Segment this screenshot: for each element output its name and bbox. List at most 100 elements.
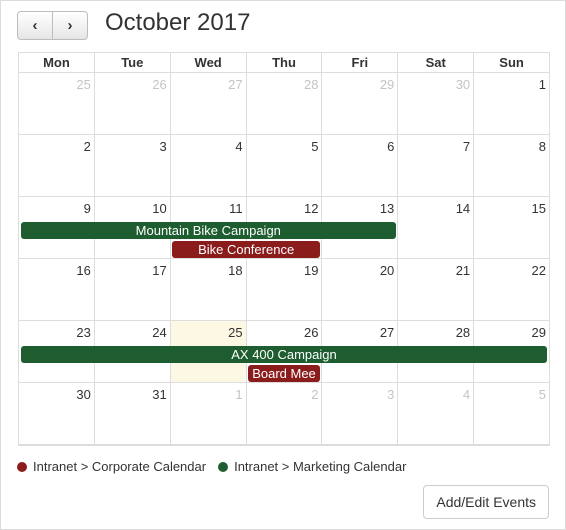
corporate-dot-icon — [17, 461, 27, 472]
day-number: 30 — [76, 387, 91, 402]
day-number: 11 — [229, 201, 243, 216]
day-cell[interactable]: 22 — [473, 259, 549, 320]
day-number: 23 — [76, 325, 91, 340]
day-number: 2 — [83, 139, 91, 154]
weekday-mon: Mon — [43, 55, 70, 70]
week-row: 9 10 11 12 13 14 15 — [19, 197, 549, 259]
day-number: 25 — [76, 77, 91, 92]
day-number: 10 — [152, 201, 167, 216]
day-cell[interactable]: 23 — [19, 321, 94, 382]
day-number: 1 — [538, 77, 547, 92]
day-number: 12 — [303, 201, 319, 216]
day-cell[interactable]: 30 — [397, 73, 473, 134]
day-cell[interactable]: 18 — [169, 259, 246, 320]
day-number: 13 — [379, 201, 395, 216]
legend-label-marketing: Intranet > Marketing Calendar — [234, 459, 407, 474]
month-title: October 2017 — [105, 9, 251, 36]
event-mountain-bike-campaign[interactable]: Mountain Bike Campaign — [21, 222, 396, 239]
next-month-button[interactable]: › — [52, 12, 87, 39]
legend-item-corporate: Intranet > Corporate Calendar — [17, 459, 206, 474]
day-cell[interactable]: 16 — [19, 259, 94, 320]
day-cell[interactable]: 4 — [169, 135, 246, 196]
weekday-sun: Sun — [473, 53, 549, 72]
day-number: 21 — [455, 263, 471, 278]
weekday-tue: Tue — [93, 53, 170, 72]
day-cell[interactable]: 6 — [321, 135, 397, 196]
day-cell[interactable]: 20 — [321, 259, 397, 320]
weekday-sat: Sat — [397, 53, 473, 72]
day-cell[interactable]: 5 — [245, 135, 322, 196]
day-cell[interactable]: 3 — [321, 383, 397, 444]
day-cell[interactable]: 3 — [93, 135, 170, 196]
day-cell[interactable]: 9 — [19, 197, 94, 258]
day-cell[interactable]: 25 — [19, 73, 94, 134]
day-number: 6 — [387, 139, 395, 154]
day-number: 19 — [303, 263, 319, 278]
day-cell[interactable]: 7 — [397, 135, 473, 196]
day-cell[interactable]: 27 — [169, 73, 246, 134]
day-number: 4 — [235, 139, 243, 154]
day-cell[interactable]: 1 — [473, 73, 549, 134]
event-ax-400-campaign[interactable]: AX 400 Campaign — [21, 346, 547, 363]
chevron-left-icon: ‹ — [32, 17, 38, 34]
day-number: 28 — [303, 77, 319, 92]
day-cell[interactable]: 14 — [397, 197, 473, 258]
day-number: 9 — [83, 201, 91, 216]
day-number: 7 — [462, 139, 471, 154]
weekday-thu: Thu — [245, 53, 322, 72]
day-cell[interactable]: 26 — [93, 73, 170, 134]
day-number: 1 — [235, 387, 243, 402]
event-bike-conference[interactable]: Bike Conference — [172, 241, 320, 258]
day-cell[interactable]: 29 — [321, 73, 397, 134]
weekday-header: Mon Tue Wed Thu Fri Sat Sun — [19, 53, 549, 73]
day-cell[interactable]: 21 — [397, 259, 473, 320]
week-row: 25 26 27 28 29 30 1 — [19, 73, 549, 135]
chevron-right-icon: › — [67, 17, 73, 34]
day-number: 22 — [531, 263, 547, 278]
weekday-wed: Wed — [169, 53, 246, 72]
day-number: 27 — [228, 77, 243, 92]
day-cell[interactable]: 30 — [19, 383, 94, 444]
day-number: 24 — [152, 325, 167, 340]
month-nav: ‹ › — [17, 11, 88, 40]
day-number: 25 — [228, 325, 243, 340]
day-number: 15 — [531, 201, 547, 216]
day-number: 31 — [152, 387, 167, 402]
marketing-dot-icon — [218, 461, 229, 472]
day-cell[interactable]: 5 — [473, 383, 549, 444]
day-cell[interactable]: 17 — [93, 259, 170, 320]
day-number: 30 — [455, 77, 471, 92]
day-number: 20 — [379, 263, 395, 278]
day-number: 17 — [152, 263, 167, 278]
day-cell[interactable]: 19 — [245, 259, 322, 320]
day-cell[interactable]: 1 — [169, 383, 246, 444]
day-number: 18 — [228, 263, 243, 278]
week-row: 30 31 1 2 3 4 5 — [19, 383, 549, 445]
day-cell[interactable]: 2 — [19, 135, 94, 196]
day-number: 27 — [379, 325, 395, 340]
day-number: 28 — [455, 325, 471, 340]
day-number: 29 — [531, 325, 547, 340]
legend-label-corporate: Intranet > Corporate Calendar — [33, 459, 207, 474]
day-number: 26 — [303, 325, 319, 340]
day-cell[interactable]: 2 — [245, 383, 322, 444]
add-edit-events-button[interactable]: Add/Edit Events — [423, 485, 549, 519]
day-cell[interactable]: 28 — [245, 73, 322, 134]
prev-month-button[interactable]: ‹ — [18, 12, 52, 39]
event-board-mee[interactable]: Board Mee — [248, 365, 320, 382]
day-number: 3 — [159, 139, 167, 154]
week-row: 16 17 18 19 20 21 22 — [19, 259, 549, 321]
day-number: 29 — [379, 77, 395, 92]
weekday-fri: Fri — [321, 53, 397, 72]
legend-item-marketing: Intranet > Marketing Calendar — [218, 459, 406, 474]
day-cell[interactable]: 15 — [473, 197, 549, 258]
month-grid: Mon Tue Wed Thu Fri Sat Sun 25 26 27 28 29 30 1 2 3 4 5 6… — [18, 52, 550, 446]
day-number: 3 — [387, 387, 395, 402]
calendar-legend: Intranet > Corporate Calendar Intranet >… — [17, 459, 418, 474]
day-number: 4 — [462, 387, 471, 402]
day-number: 5 — [538, 387, 547, 402]
day-cell[interactable]: 4 — [397, 383, 473, 444]
day-cell[interactable]: 8 — [473, 135, 549, 196]
day-cell[interactable]: 31 — [93, 383, 170, 444]
